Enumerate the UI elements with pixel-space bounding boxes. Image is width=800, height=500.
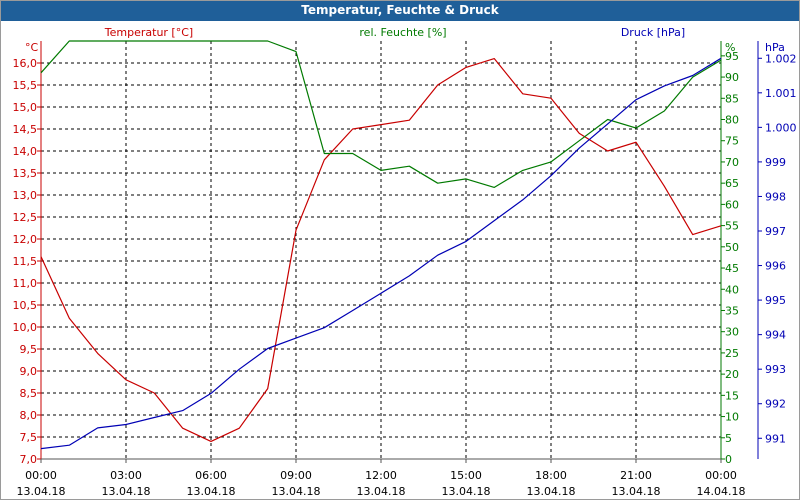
x-tick-label-date: 13.04.18	[442, 485, 491, 498]
temperature-unit-label: °C	[25, 41, 39, 54]
x-tick-label-date: 13.04.18	[527, 485, 576, 498]
humidity-tick-label: 5	[725, 432, 732, 445]
time-ticks: 00:00 13.04.18 03:00 13.04.18 06:00 13.04.18 0…	[17, 459, 746, 498]
pressure-unit-label: hPa	[765, 41, 785, 54]
temperature-tick-label: 8,5	[20, 387, 38, 400]
humidity-tick-label: 15	[725, 389, 739, 402]
pressure-tick-label: 993	[765, 363, 786, 376]
grid	[41, 41, 721, 460]
humidity-tick-label: 45	[725, 262, 739, 275]
temperature-tick-label: 13,0	[13, 189, 38, 202]
pressure-tick-label: 999	[765, 156, 786, 169]
humidity-tick-label: 55	[725, 220, 739, 233]
pressure-ticks: 991 992 993 994 995 996 997 998 999 1.000 1.001 1.0…	[758, 52, 797, 445]
humidity-tick-label: 30	[725, 326, 739, 339]
pressure-tick-label: 995	[765, 294, 786, 307]
humidity-tick-label: 20	[725, 368, 739, 381]
humidity-axis-label: rel. Feuchte [%]	[359, 26, 446, 39]
humidity-tick-label: 35	[725, 304, 739, 317]
x-tick-label-time: 21:00	[620, 469, 652, 482]
temperature-axis-label: Temperatur [°C]	[104, 26, 193, 39]
x-tick-label-time: 12:00	[365, 469, 397, 482]
series-lines	[40, 40, 722, 450]
pressure-line	[40, 57, 722, 450]
temperature-tick-label: 15,0	[13, 101, 38, 114]
x-tick-label-time: 00:00	[25, 469, 57, 482]
chart-title: Temperatur, Feuchte & Druck	[301, 3, 499, 17]
temperature-tick-label: 12,5	[13, 211, 38, 224]
pressure-tick-label: 1.002	[765, 52, 797, 65]
temperature-tick-label: 7,0	[20, 453, 38, 466]
x-tick-label-date: 13.04.18	[17, 485, 66, 498]
x-tick-label-date: 13.04.18	[102, 485, 151, 498]
humidity-ticks: 0 5 10 15 20 25 30 35 40 45 50 55 60 65 70 75 80 85 90 95	[721, 50, 739, 466]
humidity-tick-label: 25	[725, 347, 739, 360]
humidity-tick-label: 40	[725, 283, 739, 296]
temperature-line	[40, 57, 722, 442]
temperature-tick-label: 16,0	[13, 57, 38, 70]
x-tick-label-date: 14.04.18	[697, 485, 746, 498]
humidity-tick-label: 60	[725, 198, 739, 211]
temperature-tick-label: 9,0	[20, 365, 38, 378]
humidity-tick-label: 10	[725, 411, 739, 424]
x-tick-label-date: 13.04.18	[187, 485, 236, 498]
pressure-tick-label: 1.001	[765, 87, 797, 100]
humidity-tick-label: 80	[725, 114, 739, 127]
pressure-tick-label: 991	[765, 432, 786, 445]
temperature-ticks: 7,0 7,5 8,0 8,5 9,0 9,5 10,0 10,5 11,0 11,5 12,0 12…	[13, 57, 41, 466]
humidity-tick-label: 70	[725, 156, 739, 169]
pressure-tick-label: 997	[765, 225, 786, 238]
axis-labels: °C Temperatur [°C] rel. Feuchte [%] % Dr…	[25, 26, 785, 54]
temperature-tick-label: 11,0	[13, 277, 38, 290]
temperature-tick-label: 12,0	[13, 233, 38, 246]
x-tick-label-time: 15:00	[450, 469, 482, 482]
humidity-tick-label: 85	[725, 92, 739, 105]
pressure-tick-label: 992	[765, 398, 786, 411]
x-tick-label-time: 06:00	[195, 469, 227, 482]
temperature-tick-label: 11,5	[13, 255, 38, 268]
humidity-tick-label: 65	[725, 177, 739, 190]
pressure-tick-label: 994	[765, 329, 786, 342]
humidity-tick-label: 0	[725, 453, 732, 466]
x-tick-label-date: 13.04.18	[612, 485, 661, 498]
pressure-axis-label: Druck [hPa]	[621, 26, 685, 39]
title-bar: Temperatur, Feuchte & Druck	[1, 1, 799, 21]
humidity-unit-label: %	[725, 41, 735, 54]
temperature-tick-label: 14,0	[13, 145, 38, 158]
temperature-tick-label: 10,5	[13, 299, 38, 312]
x-tick-label-time: 00:00	[705, 469, 737, 482]
x-tick-label-time: 18:00	[535, 469, 567, 482]
humidity-tick-label: 95	[725, 50, 739, 63]
axes	[40, 41, 759, 460]
temperature-tick-label: 15,5	[13, 79, 38, 92]
temperature-tick-label: 8,0	[20, 409, 38, 422]
pressure-tick-label: 998	[765, 190, 786, 203]
pressure-tick-label: 1.000	[765, 121, 797, 134]
humidity-tick-label: 75	[725, 135, 739, 148]
humidity-tick-label: 50	[725, 241, 739, 254]
humidity-line	[40, 40, 722, 188]
x-tick-label-date: 13.04.18	[272, 485, 321, 498]
temperature-tick-label: 10,0	[13, 321, 38, 334]
x-tick-label-date: 13.04.18	[357, 485, 406, 498]
temperature-tick-label: 14,5	[13, 123, 38, 136]
pressure-tick-label: 996	[765, 260, 786, 273]
temperature-tick-label: 13,5	[13, 167, 38, 180]
x-tick-label-time: 03:00	[110, 469, 142, 482]
x-tick-label-time: 09:00	[280, 469, 312, 482]
temperature-tick-label: 7,5	[20, 431, 38, 444]
temperature-tick-label: 9,5	[20, 343, 38, 356]
humidity-tick-label: 90	[725, 71, 739, 84]
